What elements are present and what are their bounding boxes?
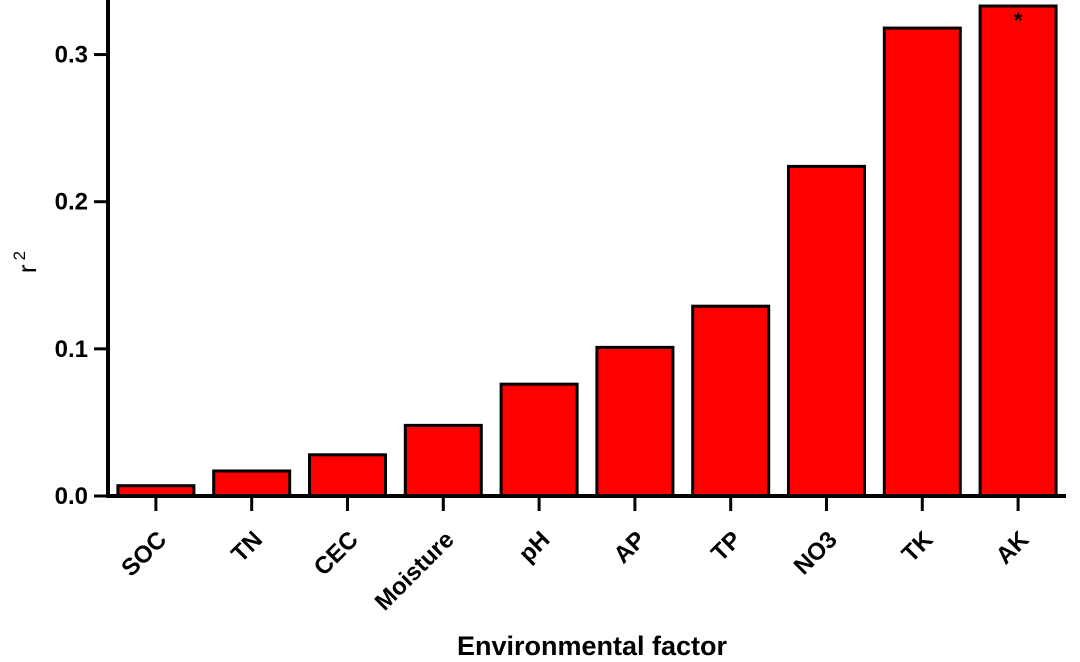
y-axis-title-superscript: 2 <box>10 251 29 260</box>
x-tick-label: AK <box>991 526 1035 570</box>
bars-layer <box>116 4 1058 498</box>
y-ticks-layer: 0.0 0.1 0.2 0.3 <box>55 42 108 510</box>
y-tick-label: 0.3 <box>55 42 88 69</box>
x-tick-label: CEC <box>309 526 364 581</box>
bar-ap <box>595 345 675 498</box>
bar-tp <box>691 304 771 498</box>
bar-moisture <box>403 423 483 498</box>
bar-tk <box>882 26 962 498</box>
bar-tn <box>212 469 292 498</box>
x-tick-label: TP <box>706 526 747 567</box>
y-axis-title: r 2 <box>10 251 42 273</box>
x-tick-label: AP <box>608 526 651 569</box>
x-tick-label: Moisture <box>370 526 460 616</box>
significance-marker: * <box>1014 8 1023 33</box>
x-tick-label: pH <box>514 526 556 568</box>
y-tick-label: 0.2 <box>55 189 88 216</box>
bar-ak <box>978 4 1058 498</box>
y-tick-label: 0.0 <box>55 483 88 510</box>
x-tick-label: TN <box>226 526 268 568</box>
bar-no3 <box>787 164 866 498</box>
x-ticks-layer: SOC TN CEC Moisture pH AP TP NO3 TK AK <box>116 496 1035 616</box>
annotations-layer: * <box>1014 8 1023 33</box>
x-tick-label: SOC <box>116 526 172 582</box>
x-tick-label: NO3 <box>789 526 843 580</box>
y-tick-label: 0.1 <box>55 336 88 363</box>
bar-cec <box>308 453 387 498</box>
axes-layer <box>106 0 1066 498</box>
y-axis-title-base: r <box>12 264 42 273</box>
x-tick-label: TK <box>897 526 939 568</box>
x-axis-title: Environmental factor <box>457 631 728 661</box>
bar-ph <box>499 382 579 498</box>
